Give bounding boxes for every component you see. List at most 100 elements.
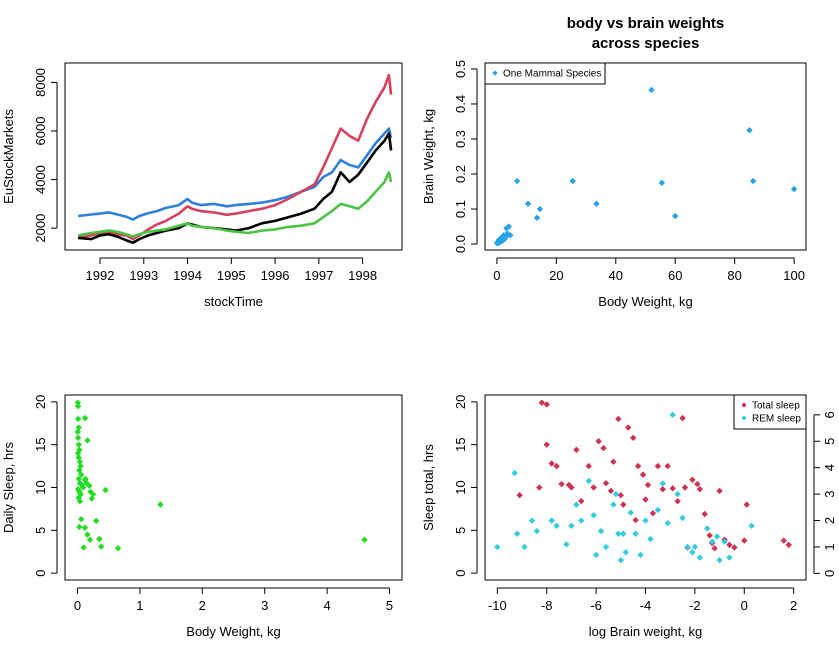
data-point-0 bbox=[157, 501, 164, 508]
data-point-0 bbox=[726, 541, 733, 549]
data-point-1 bbox=[610, 501, 617, 508]
data-point-0 bbox=[696, 486, 704, 493]
x-tick-label: 1996 bbox=[261, 268, 290, 283]
y2-tick-label: 5 bbox=[822, 438, 837, 445]
data-point-1 bbox=[602, 543, 610, 551]
data-point-0 bbox=[679, 414, 686, 422]
x-tick-label: 0 bbox=[74, 598, 81, 613]
x-tick-label: 100 bbox=[783, 268, 805, 283]
data-point-0 bbox=[533, 214, 541, 221]
data-point-1 bbox=[533, 527, 541, 535]
data-point-0 bbox=[524, 200, 532, 207]
data-point-0 bbox=[741, 537, 748, 544]
y-tick-label: 20 bbox=[33, 395, 48, 409]
y-tick-label: 5 bbox=[453, 527, 468, 534]
data-point-1 bbox=[674, 490, 681, 498]
data-point-0 bbox=[617, 492, 625, 499]
data-point-0 bbox=[674, 498, 681, 505]
legend-label: Total sleep bbox=[752, 401, 800, 412]
chart-subtitle: across species bbox=[592, 35, 700, 52]
x-tick-label: -6 bbox=[590, 598, 602, 613]
x-tick-label: -10 bbox=[488, 598, 507, 613]
data-point-1 bbox=[553, 522, 560, 530]
x-tick-label: -8 bbox=[541, 598, 553, 613]
data-point-0 bbox=[507, 232, 514, 239]
x-axis-label: Body Weight, kg bbox=[186, 624, 280, 639]
data-point-1 bbox=[622, 549, 629, 556]
y-tick-label: 0.1 bbox=[453, 200, 468, 218]
data-point-0 bbox=[658, 179, 666, 186]
plot-frame bbox=[484, 394, 807, 581]
data-point-1 bbox=[585, 477, 592, 485]
data-point-0 bbox=[74, 450, 82, 457]
data-point-0 bbox=[785, 541, 792, 549]
x-tick-label: 1995 bbox=[217, 268, 246, 283]
y-axis-label: Daily Sleep, hrs bbox=[1, 441, 16, 533]
data-point-0 bbox=[669, 485, 676, 492]
y-tick-label: 8000 bbox=[33, 68, 48, 97]
y2-tick-label: 6 bbox=[822, 411, 837, 418]
chart-title: body vs brain weights bbox=[567, 15, 725, 32]
data-point-0 bbox=[578, 498, 585, 505]
series-line-2 bbox=[77, 132, 393, 244]
series-line-0 bbox=[77, 127, 393, 221]
data-point-1 bbox=[513, 530, 521, 537]
y2-tick-label: 2 bbox=[822, 517, 837, 524]
data-point-0 bbox=[96, 535, 103, 543]
data-point-0 bbox=[553, 462, 560, 470]
y-tick-label: 6000 bbox=[33, 117, 48, 146]
x-axis-label: Body Weight, kg bbox=[598, 294, 692, 309]
x-tick-label: 80 bbox=[727, 268, 741, 283]
legend-marker bbox=[492, 70, 498, 76]
data-point-1 bbox=[620, 530, 627, 537]
data-point-1 bbox=[511, 469, 518, 477]
data-point-1 bbox=[615, 530, 622, 537]
plot-frame bbox=[484, 62, 807, 251]
data-point-0 bbox=[648, 86, 655, 94]
data-point-0 bbox=[548, 460, 555, 467]
x-tick-label: 1993 bbox=[129, 268, 158, 283]
y-tick-label: 15 bbox=[453, 437, 468, 451]
data-point-1 bbox=[578, 517, 585, 524]
data-point-0 bbox=[536, 205, 544, 213]
data-point-1 bbox=[721, 538, 728, 545]
x-tick-label: 1997 bbox=[304, 268, 333, 283]
data-point-0 bbox=[76, 498, 84, 505]
x-axis-label: stockTime bbox=[204, 294, 263, 309]
x-tick-label: 1998 bbox=[348, 268, 377, 283]
y-tick-label: 5 bbox=[33, 527, 48, 534]
y-axis-label: EuStockMarkets bbox=[1, 109, 16, 204]
x-tick-label: 40 bbox=[609, 268, 623, 283]
data-point-0 bbox=[743, 501, 750, 508]
x-tick-label: -2 bbox=[689, 598, 701, 613]
data-point-0 bbox=[93, 517, 100, 525]
data-point-0 bbox=[610, 458, 617, 466]
data-point-1 bbox=[642, 517, 649, 524]
y2-tick-label: 4 bbox=[822, 464, 837, 471]
data-point-0 bbox=[75, 441, 82, 448]
data-point-1 bbox=[748, 522, 755, 530]
series-line-1 bbox=[77, 73, 393, 241]
data-point-1 bbox=[563, 541, 570, 548]
legend-marker bbox=[741, 415, 747, 421]
x-tick-label: 4 bbox=[323, 598, 330, 613]
legend-label: REM sleep bbox=[752, 414, 801, 425]
data-point-0 bbox=[513, 177, 521, 185]
y-tick-label: 0.2 bbox=[453, 165, 468, 183]
chart-sleepbody: 0 1 2 3 4 5 Body Weight, kg 0 5 10 15 20 Daily Sleep… bbox=[1, 394, 403, 639]
y-tick-label: 10 bbox=[33, 480, 48, 494]
data-point-0 bbox=[86, 536, 94, 543]
y-tick-label: 0.3 bbox=[453, 130, 468, 148]
data-point-0 bbox=[74, 486, 82, 493]
data-point-0 bbox=[585, 462, 592, 470]
y-axis-label: Sleep total, hrs bbox=[421, 444, 436, 531]
data-point-0 bbox=[74, 428, 81, 436]
data-point-0 bbox=[780, 537, 787, 544]
data-point-0 bbox=[79, 484, 87, 491]
data-point-0 bbox=[749, 177, 757, 185]
data-point-0 bbox=[701, 510, 708, 518]
data-point-0 bbox=[78, 515, 85, 523]
data-point-0 bbox=[102, 486, 109, 494]
